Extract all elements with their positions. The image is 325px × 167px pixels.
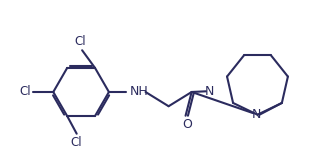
Text: Cl: Cl <box>20 86 31 99</box>
Text: N: N <box>252 108 261 121</box>
Text: NH: NH <box>129 85 148 98</box>
Text: Cl: Cl <box>75 35 86 48</box>
Text: Cl: Cl <box>71 136 83 149</box>
Text: N: N <box>205 85 214 98</box>
Text: O: O <box>182 118 192 131</box>
